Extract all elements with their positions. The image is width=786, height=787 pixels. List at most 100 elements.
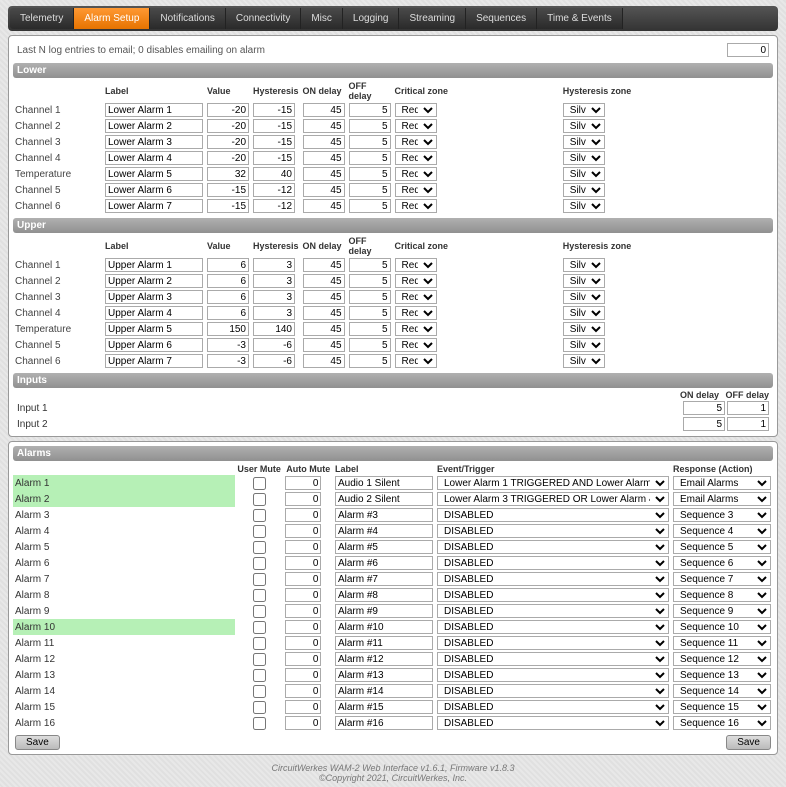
upper-value[interactable] [207, 258, 249, 272]
tab-telemetry[interactable]: Telemetry [10, 8, 74, 29]
alarm-event-trigger[interactable]: DISABLED [437, 684, 669, 698]
tab-logging[interactable]: Logging [343, 8, 400, 29]
lower-hysteresis-zone[interactable]: RedSilver [563, 183, 605, 197]
upper-value[interactable] [207, 274, 249, 288]
upper-hysteresis-zone[interactable]: RedSilver [563, 258, 605, 272]
upper-hysteresis[interactable] [253, 274, 295, 288]
upper-hysteresis-zone[interactable]: RedSilver [563, 274, 605, 288]
lower-value[interactable] [207, 135, 249, 149]
lower-on-delay[interactable] [303, 135, 345, 149]
upper-off-delay[interactable] [349, 322, 391, 336]
lower-on-delay[interactable] [303, 151, 345, 165]
alarm-event-trigger[interactable]: DISABLED [437, 652, 669, 666]
alarm-response[interactable]: Sequence 8 [673, 588, 771, 602]
upper-off-delay[interactable] [349, 354, 391, 368]
lower-label[interactable] [105, 199, 203, 213]
alarm-auto-mute[interactable] [285, 540, 321, 554]
tab-notifications[interactable]: Notifications [150, 8, 225, 29]
upper-on-delay[interactable] [303, 258, 345, 272]
tab-sequences[interactable]: Sequences [466, 8, 537, 29]
alarm-user-mute[interactable] [253, 637, 266, 650]
lower-hysteresis[interactable] [253, 135, 295, 149]
input-off-delay[interactable] [727, 401, 769, 415]
alarm-event-trigger[interactable]: DISABLED [437, 700, 669, 714]
lower-on-delay[interactable] [303, 167, 345, 181]
alarm-auto-mute[interactable] [285, 508, 321, 522]
save-button-right[interactable]: Save [726, 735, 771, 750]
alarm-label[interactable] [335, 556, 433, 570]
alarm-auto-mute[interactable] [285, 684, 321, 698]
alarm-label[interactable] [335, 524, 433, 538]
tab-alarm-setup[interactable]: Alarm Setup [74, 8, 150, 29]
upper-value[interactable] [207, 354, 249, 368]
topline-value[interactable] [727, 43, 769, 57]
lower-critical-zone[interactable]: RedSilver [395, 103, 437, 117]
alarm-auto-mute[interactable] [285, 572, 321, 586]
lower-hysteresis-zone[interactable]: RedSilver [563, 119, 605, 133]
alarm-user-mute[interactable] [253, 509, 266, 522]
alarm-label[interactable] [335, 620, 433, 634]
upper-on-delay[interactable] [303, 290, 345, 304]
input-on-delay[interactable] [683, 417, 725, 431]
input-on-delay[interactable] [683, 401, 725, 415]
alarm-event-trigger[interactable]: Lower Alarm 1 TRIGGERED AND Lower Alarm … [437, 476, 669, 490]
upper-label[interactable] [105, 274, 203, 288]
upper-on-delay[interactable] [303, 306, 345, 320]
lower-critical-zone[interactable]: RedSilver [395, 183, 437, 197]
alarm-response[interactable]: Email Alarms [673, 492, 771, 506]
alarm-label[interactable] [335, 636, 433, 650]
lower-critical-zone[interactable]: RedSilver [395, 119, 437, 133]
alarm-label[interactable] [335, 604, 433, 618]
alarm-event-trigger[interactable]: DISABLED [437, 668, 669, 682]
upper-off-delay[interactable] [349, 274, 391, 288]
upper-on-delay[interactable] [303, 274, 345, 288]
alarm-event-trigger[interactable]: DISABLED [437, 716, 669, 730]
alarm-label[interactable] [335, 540, 433, 554]
lower-value[interactable] [207, 103, 249, 117]
alarm-label[interactable] [335, 588, 433, 602]
upper-label[interactable] [105, 338, 203, 352]
upper-off-delay[interactable] [349, 258, 391, 272]
lower-hysteresis-zone[interactable]: RedSilver [563, 167, 605, 181]
lower-off-delay[interactable] [349, 167, 391, 181]
alarm-event-trigger[interactable]: Lower Alarm 3 TRIGGERED OR Lower Alarm 4… [437, 492, 669, 506]
lower-critical-zone[interactable]: RedSilver [395, 167, 437, 181]
upper-hysteresis[interactable] [253, 338, 295, 352]
lower-label[interactable] [105, 103, 203, 117]
alarm-label[interactable] [335, 700, 433, 714]
alarm-user-mute[interactable] [253, 605, 266, 618]
upper-off-delay[interactable] [349, 306, 391, 320]
upper-critical-zone[interactable]: RedSilver [395, 338, 437, 352]
alarm-user-mute[interactable] [253, 477, 266, 490]
upper-value[interactable] [207, 322, 249, 336]
upper-value[interactable] [207, 306, 249, 320]
alarm-event-trigger[interactable]: DISABLED [437, 572, 669, 586]
alarm-response[interactable]: Sequence 14 [673, 684, 771, 698]
alarm-user-mute[interactable] [253, 653, 266, 666]
lower-value[interactable] [207, 119, 249, 133]
tab-time-events[interactable]: Time & Events [537, 8, 623, 29]
lower-critical-zone[interactable]: RedSilver [395, 135, 437, 149]
alarm-auto-mute[interactable] [285, 620, 321, 634]
upper-on-delay[interactable] [303, 322, 345, 336]
lower-label[interactable] [105, 135, 203, 149]
alarm-label[interactable] [335, 492, 433, 506]
alarm-user-mute[interactable] [253, 717, 266, 730]
upper-hysteresis[interactable] [253, 306, 295, 320]
lower-value[interactable] [207, 167, 249, 181]
alarm-auto-mute[interactable] [285, 700, 321, 714]
alarm-response[interactable]: Sequence 9 [673, 604, 771, 618]
upper-hysteresis-zone[interactable]: RedSilver [563, 306, 605, 320]
tab-streaming[interactable]: Streaming [399, 8, 466, 29]
upper-label[interactable] [105, 322, 203, 336]
alarm-event-trigger[interactable]: DISABLED [437, 556, 669, 570]
lower-off-delay[interactable] [349, 119, 391, 133]
alarm-response[interactable]: Sequence 12 [673, 652, 771, 666]
alarm-auto-mute[interactable] [285, 652, 321, 666]
alarm-response[interactable]: Sequence 13 [673, 668, 771, 682]
input-off-delay[interactable] [727, 417, 769, 431]
lower-hysteresis-zone[interactable]: RedSilver [563, 151, 605, 165]
upper-label[interactable] [105, 258, 203, 272]
lower-hysteresis[interactable] [253, 183, 295, 197]
lower-critical-zone[interactable]: RedSilver [395, 151, 437, 165]
